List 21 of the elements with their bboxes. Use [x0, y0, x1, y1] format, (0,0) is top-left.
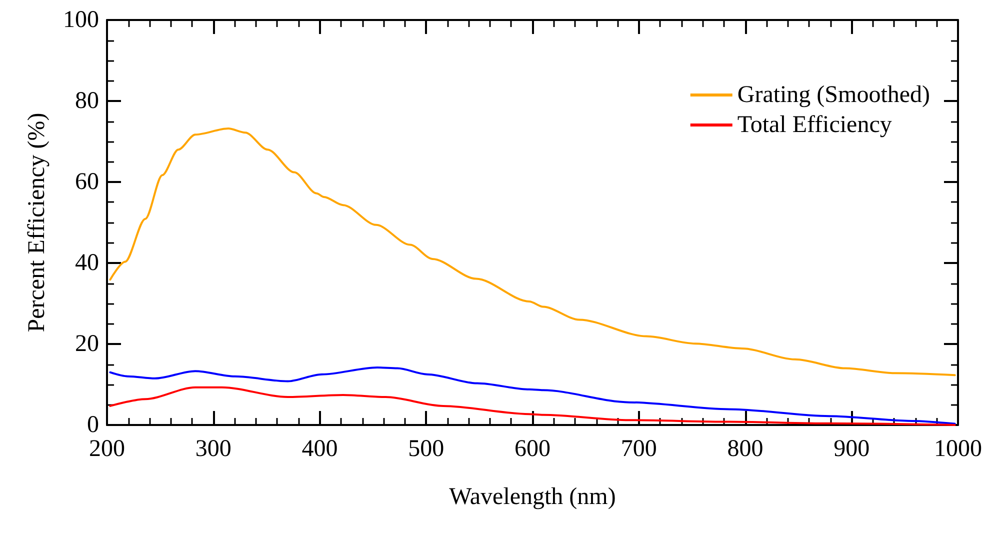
y-tick-label: 100 [63, 7, 99, 33]
y-tick-label: 80 [75, 88, 99, 114]
y-tick-label: 40 [75, 250, 99, 276]
y-tick-label: 0 [87, 412, 99, 438]
x-tick-label: 700 [620, 436, 657, 462]
x-axis-title: Wavelength (nm) [449, 484, 616, 510]
y-tick-label: 60 [75, 169, 99, 195]
x-tick-label: 200 [89, 436, 125, 462]
x-tick-label: 1000 [934, 436, 982, 462]
x-tick-label: 600 [514, 436, 550, 462]
line-series [109, 366, 956, 425]
x-tick-label: 900 [834, 436, 870, 462]
legend-label: Total Efficiency [737, 112, 892, 138]
line-series [109, 386, 956, 426]
y-axis-title: Percent Efficiency (%) [24, 112, 50, 332]
y-tick-label: 20 [75, 331, 99, 357]
legend-label: Grating (Smoothed) [737, 82, 930, 108]
x-tick-label: 300 [195, 436, 232, 462]
x-tick-label: 400 [302, 436, 338, 462]
x-tick-label: 800 [727, 436, 764, 462]
x-tick-label: 500 [408, 436, 444, 462]
